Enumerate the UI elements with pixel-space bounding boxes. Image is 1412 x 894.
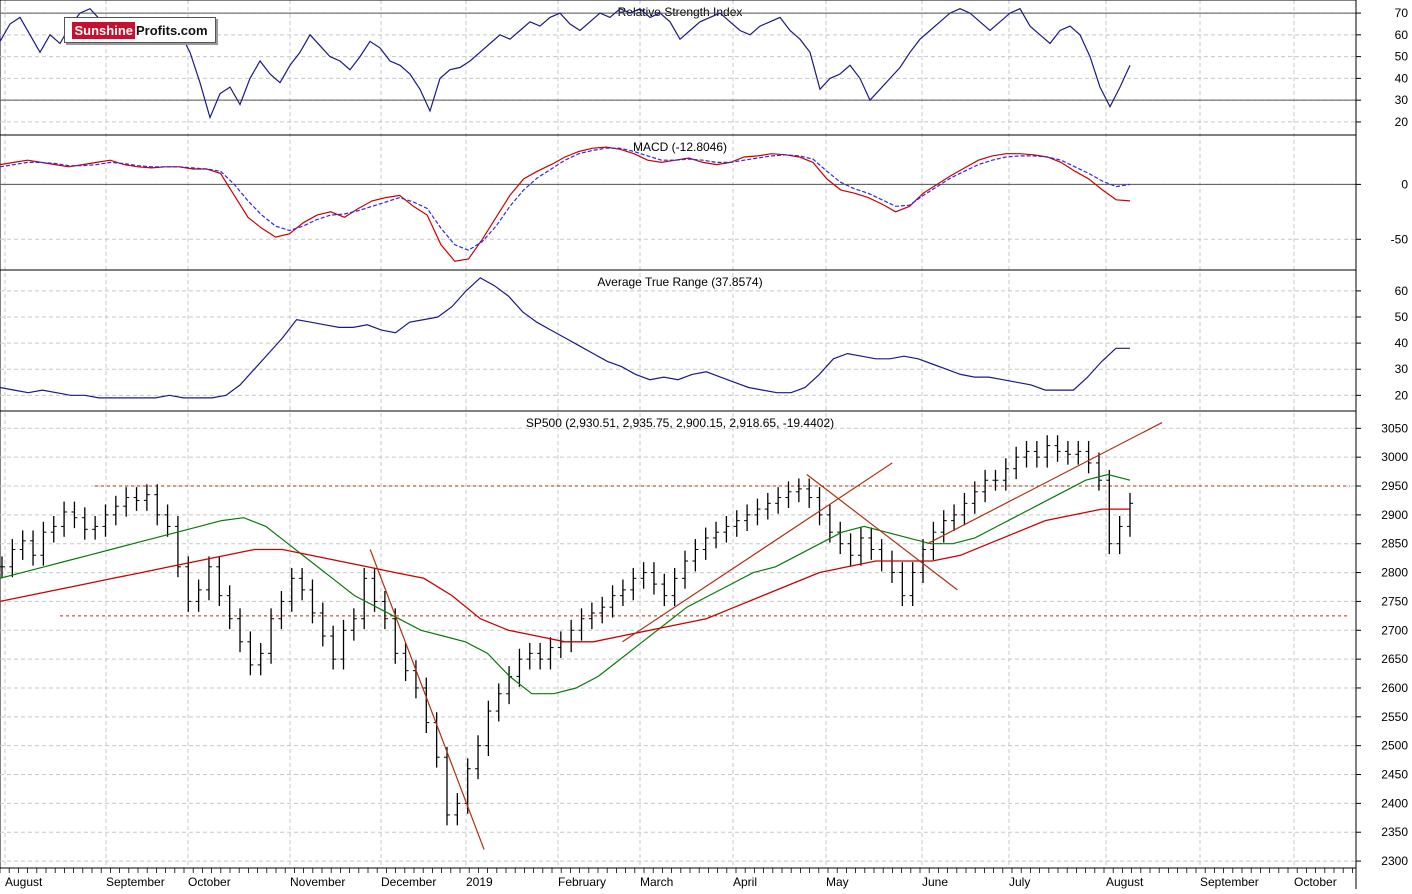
trendline-2 [806, 473, 958, 591]
y-tick-label-0-4: 60 [1395, 28, 1409, 42]
y-tick-label-2-1: 30 [1395, 362, 1409, 376]
y-tick-label-3-10: 2800 [1381, 566, 1408, 580]
y-tick-label-3-2: 2400 [1381, 796, 1408, 810]
y-tick-label-2-0: 20 [1395, 388, 1409, 402]
y-tick-label-3-15: 3050 [1381, 421, 1408, 435]
sunshine-profits-logo: Sunshine Profits.com [64, 17, 216, 43]
pane-title-0: Relative Strength Index [618, 5, 743, 19]
y-tick-label-1-1: -50 [1391, 232, 1409, 246]
trendline-0 [369, 549, 485, 850]
y-tick-label-2-3: 50 [1395, 310, 1409, 324]
y-tick-label-3-8: 2700 [1381, 623, 1408, 637]
logo-part-2: Profits.com [136, 22, 208, 38]
y-tick-label-2-4: 60 [1395, 284, 1409, 298]
moving-average-green [0, 473, 1131, 695]
y-tick-label-2-2: 40 [1395, 336, 1409, 350]
y-tick-label-3-1: 2350 [1381, 825, 1408, 839]
series-line-1-0 [0, 146, 1131, 262]
y-tick-label-0-1: 30 [1395, 93, 1409, 107]
pane-title-2: Average True Range (37.8574) [597, 275, 762, 289]
x-tick-label-14: October [1294, 875, 1337, 889]
pane-title-1: MACD (-12.8046) [633, 140, 727, 154]
x-tick-label-2: October [188, 875, 231, 889]
moving-average-red [0, 508, 1130, 643]
y-tick-label-3-6: 2600 [1381, 681, 1408, 695]
x-tick-label-0: August [5, 875, 43, 889]
y-tick-label-3-3: 2450 [1381, 768, 1408, 782]
series-line-0-0 [0, 7, 1131, 120]
x-tick-label-10: June [922, 875, 948, 889]
pane-title-3: SP500 (2,930.51, 2,935.75, 2,900.15, 2,9… [526, 416, 834, 430]
x-tick-label-1: September [106, 875, 165, 889]
y-tick-label-1-0: 0 [1401, 177, 1408, 191]
x-tick-label-13: September [1200, 875, 1259, 889]
y-tick-label-3-14: 3000 [1381, 450, 1408, 464]
x-tick-label-9: May [826, 875, 849, 889]
trendline-3 [927, 422, 1163, 545]
y-tick-label-3-12: 2900 [1381, 508, 1408, 522]
x-tick-label-12: August [1106, 875, 1144, 889]
x-tick-label-3: November [290, 875, 345, 889]
y-tick-label-3-13: 2950 [1381, 479, 1408, 493]
x-tick-label-6: February [558, 875, 606, 889]
y-tick-label-0-0: 20 [1395, 115, 1409, 129]
y-tick-label-3-4: 2500 [1381, 739, 1408, 753]
x-tick-label-5: 2019 [466, 875, 493, 889]
y-tick-label-3-7: 2650 [1381, 652, 1408, 666]
x-tick-label-8: April [733, 875, 757, 889]
series-line-2-0 [0, 277, 1130, 399]
x-tick-label-4: December [381, 875, 436, 889]
y-tick-label-3-0: 2300 [1381, 854, 1408, 868]
series-line-1-1 [0, 147, 1131, 251]
trendline-1 [622, 462, 893, 643]
x-tick-label-11: July [1009, 875, 1030, 889]
y-tick-label-0-2: 40 [1395, 71, 1409, 85]
logo-part-1: Sunshine [72, 21, 135, 39]
y-tick-label-0-3: 50 [1395, 50, 1409, 64]
y-tick-label-0-5: 70 [1395, 6, 1409, 20]
y-tick-label-3-5: 2550 [1381, 710, 1408, 724]
y-tick-label-3-11: 2850 [1381, 537, 1408, 551]
y-tick-label-3-9: 2750 [1381, 594, 1408, 608]
x-tick-label-7: March [640, 875, 673, 889]
